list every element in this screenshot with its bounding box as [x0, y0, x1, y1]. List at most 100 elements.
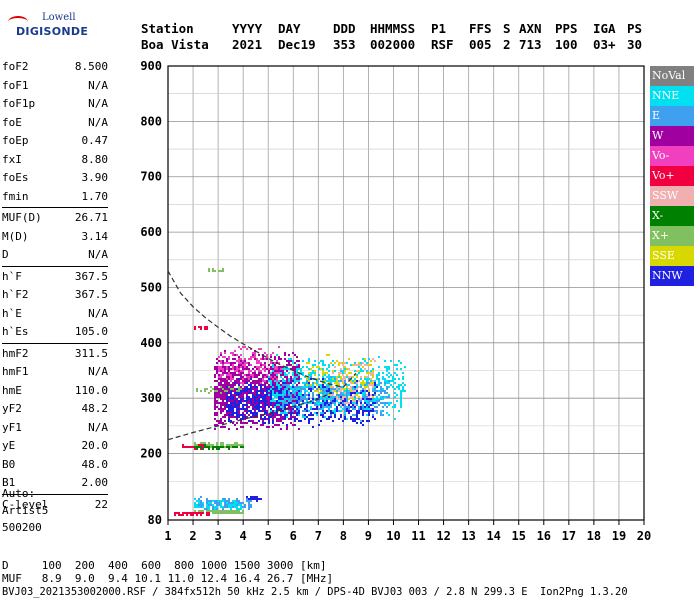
echo-point — [268, 400, 270, 402]
echo-point — [236, 400, 238, 402]
echo-point — [368, 402, 370, 404]
echo-point — [402, 388, 404, 390]
echo-point — [386, 402, 388, 404]
param-value: 8.80 — [81, 152, 109, 166]
echo-point — [264, 364, 266, 366]
echo-point — [250, 382, 252, 384]
echo-point — [220, 500, 222, 502]
echo-point — [350, 382, 352, 384]
echo-point — [240, 414, 242, 416]
echo-point — [268, 364, 270, 366]
echo-point — [218, 394, 220, 396]
echo-point — [342, 372, 344, 374]
echo-point — [220, 392, 222, 394]
echo-point — [250, 374, 252, 376]
echo-point — [218, 396, 220, 398]
echo-point — [198, 510, 200, 512]
echo-point — [322, 406, 324, 408]
echo-point — [236, 512, 238, 514]
echo-point — [300, 368, 302, 370]
echo-point — [232, 410, 234, 412]
echo-point — [328, 418, 330, 420]
echo-point — [394, 378, 396, 380]
echo-point — [298, 402, 300, 404]
echo-point — [268, 398, 270, 400]
echo-point — [392, 386, 394, 388]
echo-point — [304, 376, 306, 378]
echo-point — [218, 408, 220, 410]
echo-point — [274, 406, 276, 408]
echo-point — [288, 402, 290, 404]
echo-point — [380, 392, 382, 394]
echo-point — [240, 376, 242, 378]
echo-point — [228, 512, 230, 514]
echo-point — [364, 392, 366, 394]
echo-point — [356, 374, 358, 376]
echo-point — [254, 386, 256, 388]
x-tick-label: 9 — [365, 529, 372, 543]
echo-point — [372, 408, 374, 410]
echo-point — [246, 410, 248, 412]
echo-point — [262, 368, 264, 370]
legend-entry-noval: NoVal — [650, 66, 694, 86]
echo-point — [386, 396, 388, 398]
echo-point — [292, 412, 294, 414]
echo-point — [332, 398, 334, 400]
echo-point — [320, 392, 322, 394]
echo-point — [348, 408, 350, 410]
echo-point — [264, 384, 266, 386]
echo-point — [224, 446, 226, 448]
echo-point — [264, 404, 266, 406]
echo-point — [296, 374, 298, 376]
echo-point — [344, 380, 346, 382]
echo-point — [246, 390, 248, 392]
echo-point — [280, 428, 282, 430]
echo-point — [284, 388, 286, 390]
echo-point — [226, 372, 228, 374]
echo-point — [320, 412, 322, 414]
echo-point — [398, 410, 400, 412]
echo-point — [308, 402, 310, 404]
echo-point — [242, 398, 244, 400]
echo-point — [360, 420, 362, 422]
echo-point — [268, 402, 270, 404]
echo-point — [312, 414, 314, 416]
echo-point — [264, 410, 266, 412]
echo-point — [206, 500, 208, 502]
param-row: fmin 1.70 — [2, 188, 108, 207]
echo-point — [358, 362, 360, 364]
echo-point — [274, 380, 276, 382]
echo-point — [276, 420, 278, 422]
echo-point — [214, 388, 216, 390]
echo-point — [236, 414, 238, 416]
echo-point — [296, 412, 298, 414]
echo-point — [234, 368, 236, 370]
echo-point — [374, 410, 376, 412]
echo-point — [240, 420, 242, 422]
x-tick-label: 1 — [164, 529, 171, 543]
echo-point — [370, 382, 372, 384]
echo-point — [322, 398, 324, 400]
echo-point — [354, 394, 356, 396]
echo-point — [196, 504, 198, 506]
echo-point — [226, 504, 228, 506]
echo-point — [246, 378, 248, 380]
echo-point — [234, 424, 236, 426]
echo-point — [230, 510, 232, 512]
echo-point — [392, 378, 394, 380]
echo-point — [272, 368, 274, 370]
echo-point — [248, 400, 250, 402]
echo-point — [250, 496, 252, 498]
echo-point — [312, 396, 314, 398]
echo-point — [382, 414, 384, 416]
echo-point — [254, 382, 256, 384]
header-label-8: AXN — [519, 21, 542, 36]
echo-point — [300, 390, 302, 392]
echo-point — [230, 372, 232, 374]
param-value: 105.0 — [74, 325, 108, 338]
echo-point — [384, 404, 386, 406]
echo-point — [314, 370, 316, 372]
trace-es-e — [198, 496, 252, 512]
echo-point — [208, 510, 210, 512]
echo-point — [372, 376, 374, 378]
